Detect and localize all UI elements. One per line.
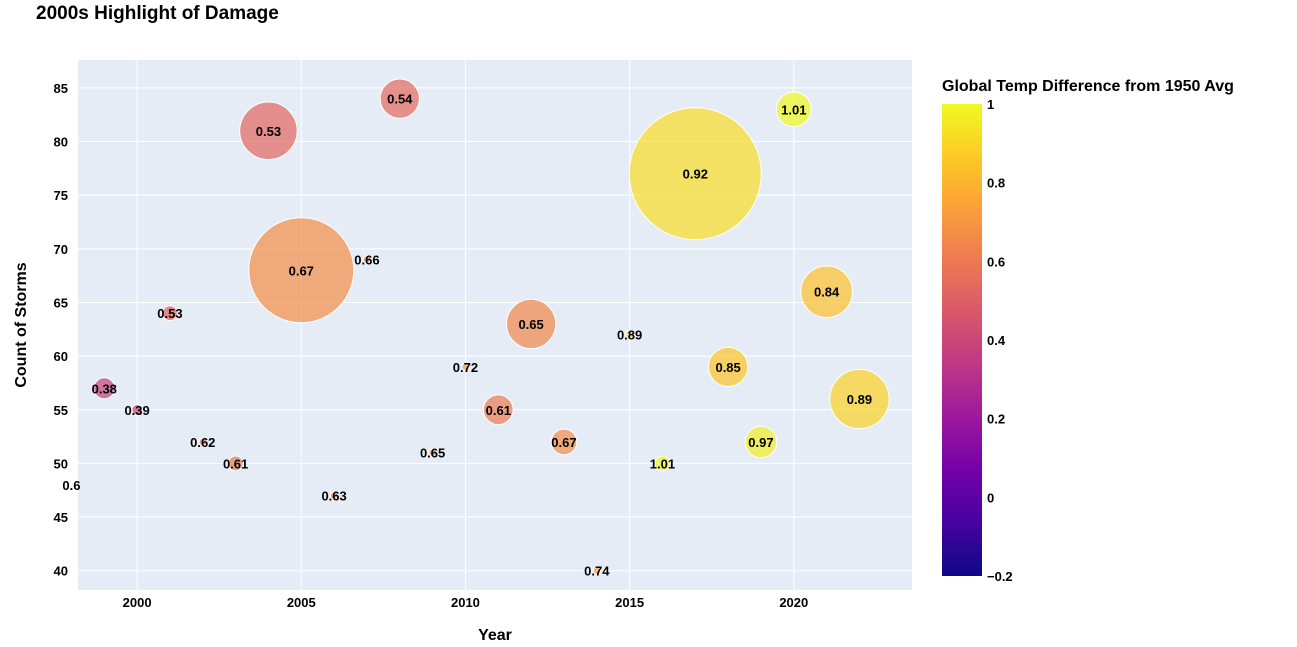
bubble[interactable] [64, 477, 80, 492]
bubble-label: 0.38 [92, 381, 117, 396]
bubble-label: 1.01 [650, 456, 675, 471]
bubble[interactable] [162, 305, 178, 322]
bubble-label: 0.61 [486, 403, 511, 418]
x-tick-label: 2000 [123, 595, 152, 610]
bubble[interactable] [829, 368, 890, 430]
bubble-label: 0.66 [354, 253, 379, 268]
bubble[interactable] [628, 107, 762, 241]
y-tick-label: 45 [54, 510, 68, 525]
bubble[interactable] [227, 455, 244, 472]
colorbar-ticks: −0.2 0 0.2 0.4 0.6 0.8 1 [987, 97, 1013, 584]
bubble-label: 0.67 [551, 435, 576, 450]
bubble-label: 0.63 [321, 489, 346, 504]
colorbar-title: Global Temp Difference from 1950 Avg [942, 78, 1234, 95]
y-tick-label: 65 [54, 295, 68, 310]
y-tick-label: 85 [54, 81, 68, 96]
bubble-label: 0.84 [814, 285, 840, 300]
chart-title: 2000s Highlight of Damage [36, 3, 279, 24]
bubble-label: 0.65 [518, 317, 543, 332]
bubble[interactable] [707, 346, 749, 387]
bubble-label: 0.85 [715, 360, 740, 375]
bubble[interactable] [198, 437, 207, 447]
bubble-label: 0.89 [617, 328, 642, 343]
bubble-label: 0.6 [62, 478, 80, 493]
bubble-label: 1.01 [781, 102, 806, 117]
colorbar-tick-label: 0 [987, 490, 994, 505]
bubble[interactable] [362, 255, 372, 264]
bubble-label: 0.74 [584, 564, 610, 579]
bubble[interactable] [131, 404, 143, 416]
bubble-label: 0.65 [420, 446, 445, 461]
bubble-label: 0.89 [847, 392, 872, 407]
y-tick-label: 40 [54, 564, 68, 579]
bubble[interactable] [800, 265, 853, 318]
y-tick-label: 75 [54, 188, 68, 203]
y-tick-label: 55 [54, 403, 68, 418]
bubble[interactable] [482, 394, 514, 426]
bubble[interactable] [248, 217, 355, 324]
x-tick-label: 2005 [287, 595, 316, 610]
bubble-label: 0.39 [124, 403, 149, 418]
bubbles [64, 78, 890, 575]
bubble[interactable] [550, 428, 578, 456]
bubble[interactable] [592, 566, 602, 575]
bubble[interactable] [505, 298, 557, 350]
bubble[interactable] [775, 91, 812, 128]
y-tick-label: 70 [54, 242, 68, 257]
bubble-label: 0.67 [289, 263, 314, 278]
bubble-label: 0.53 [157, 306, 182, 321]
bubble-label: 0.54 [387, 92, 413, 107]
bubble-label: 0.62 [190, 435, 215, 450]
bubble[interactable] [625, 330, 634, 339]
bubble-labels: 0.6 0.38 0.39 0.53 0.62 0.61 0.53 0.67 0.63 0.66 0… [62, 92, 872, 579]
colorbar-tick-label: 1 [987, 97, 994, 112]
bubble-label: 0.72 [453, 360, 478, 375]
axis-ticks: 2000 2005 2010 2015 2020 40 45 50 55 60 65 70 75 80 85 [54, 81, 809, 610]
x-tick-label: 2015 [615, 595, 644, 610]
colorbar-tick-label: −0.2 [987, 569, 1013, 584]
x-tick-label: 2010 [451, 595, 480, 610]
colorbar [942, 104, 982, 576]
y-tick-label: 50 [54, 456, 68, 471]
x-tick-label: 2020 [779, 595, 808, 610]
y-tick-label: 80 [54, 135, 68, 150]
bubble[interactable] [654, 455, 671, 472]
y-axis-title: Count of Storms [13, 262, 30, 387]
bubble[interactable] [239, 101, 298, 161]
bubble[interactable] [379, 78, 420, 119]
grid [78, 60, 912, 590]
y-tick-label: 60 [54, 349, 68, 364]
bubble[interactable] [93, 377, 116, 400]
bubble-label: 0.53 [256, 124, 281, 139]
bubble[interactable] [744, 425, 778, 459]
bubble-label: 0.97 [748, 435, 773, 450]
colorbar-tick-label: 0.4 [987, 333, 1006, 348]
bubble[interactable] [428, 448, 437, 457]
plot-area [78, 60, 912, 590]
colorbar-tick-label: 0.6 [987, 254, 1005, 269]
bubble[interactable] [329, 491, 339, 500]
colorbar-tick-label: 0.8 [987, 176, 1005, 191]
bubble-label: 0.92 [683, 167, 708, 182]
bubble[interactable] [461, 362, 470, 372]
colorbar-tick-label: 0.2 [987, 412, 1005, 427]
bubble-label: 0.61 [223, 456, 248, 471]
x-axis-title: Year [478, 627, 512, 644]
